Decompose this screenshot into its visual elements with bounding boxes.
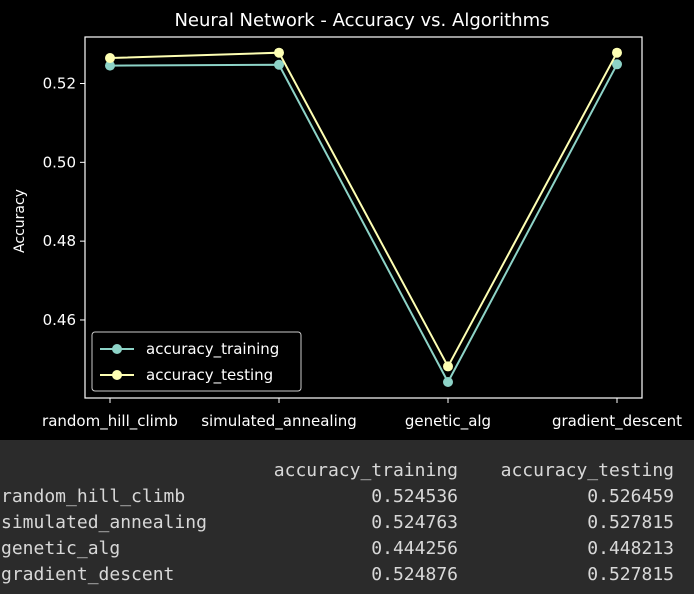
x-tick-label: genetic_alg bbox=[405, 412, 491, 431]
chart-area: Neural Network - Accuracy vs. Algorithms… bbox=[12, 10, 683, 431]
legend-box bbox=[91, 331, 302, 392]
legend: accuracy_training accuracy_testing bbox=[91, 331, 302, 392]
table-cell: 0.526459 bbox=[587, 486, 674, 507]
line-chart: Neural Network - Accuracy vs. Algorithms… bbox=[12, 10, 682, 431]
series-layer bbox=[105, 47, 622, 388]
table-cell: 0.524536 bbox=[371, 486, 458, 507]
data-point-accuracy_training bbox=[612, 59, 622, 70]
legend-entries: accuracy_training accuracy_testing bbox=[100, 340, 279, 385]
table-cell: 0.524876 bbox=[371, 564, 458, 585]
x-tick-label: random_hill_climb bbox=[42, 412, 178, 431]
series-line-accuracy_testing bbox=[109, 51, 618, 369]
data-point-accuracy_testing bbox=[443, 361, 453, 372]
data-point-accuracy_testing bbox=[612, 47, 622, 58]
table-cell: 0.527815 bbox=[587, 564, 674, 585]
legend-label: accuracy_training bbox=[146, 340, 279, 359]
legend-label: accuracy_testing bbox=[146, 366, 273, 385]
table-row-label: gradient_descent bbox=[1, 564, 174, 585]
legend-marker-accuracy_training bbox=[112, 344, 122, 354]
data-table: accuracy_training accuracy_testing random_… bbox=[0, 440, 694, 594]
x-tick-label: simulated_annealing bbox=[201, 412, 357, 431]
chart-title: Neural Network - Accuracy vs. Algorithms bbox=[174, 10, 549, 31]
table-header: accuracy_training bbox=[274, 460, 458, 481]
x-axis: random_hill_climb simulated_annealing gene… bbox=[42, 398, 682, 431]
table-row-label: simulated_annealing bbox=[1, 512, 207, 533]
y-tick-label: 0.50 bbox=[43, 153, 76, 171]
data-point-accuracy_training bbox=[443, 377, 453, 388]
table-row-label: genetic_alg bbox=[1, 538, 120, 559]
series-line-accuracy_training bbox=[109, 63, 618, 385]
y-tick-label: 0.48 bbox=[43, 232, 76, 250]
plot-frame bbox=[84, 36, 643, 399]
y-axis-label: Accuracy bbox=[12, 189, 28, 253]
y-tick-label: 0.52 bbox=[43, 75, 76, 93]
x-tick-label: gradient_descent bbox=[552, 412, 682, 431]
table-cell: 0.444256 bbox=[371, 538, 458, 559]
data-point-accuracy_testing bbox=[105, 53, 115, 64]
table-header: accuracy_testing bbox=[501, 460, 674, 481]
table-row-label: random_hill_climb bbox=[1, 486, 185, 507]
table-cell: 0.524763 bbox=[371, 512, 458, 533]
data-table-text: accuracy_training accuracy_testing random_… bbox=[1, 460, 674, 585]
data-point-accuracy_training bbox=[105, 60, 115, 71]
y-axis: 0.46 0.48 0.50 0.52 bbox=[43, 75, 85, 329]
y-tick-label: 0.46 bbox=[43, 311, 76, 329]
data-point-accuracy_training bbox=[274, 59, 284, 70]
legend-marker-accuracy_testing bbox=[112, 370, 122, 380]
table-cell: 0.527815 bbox=[587, 512, 674, 533]
data-point-accuracy_testing bbox=[274, 47, 284, 58]
table-cell: 0.448213 bbox=[587, 538, 674, 559]
